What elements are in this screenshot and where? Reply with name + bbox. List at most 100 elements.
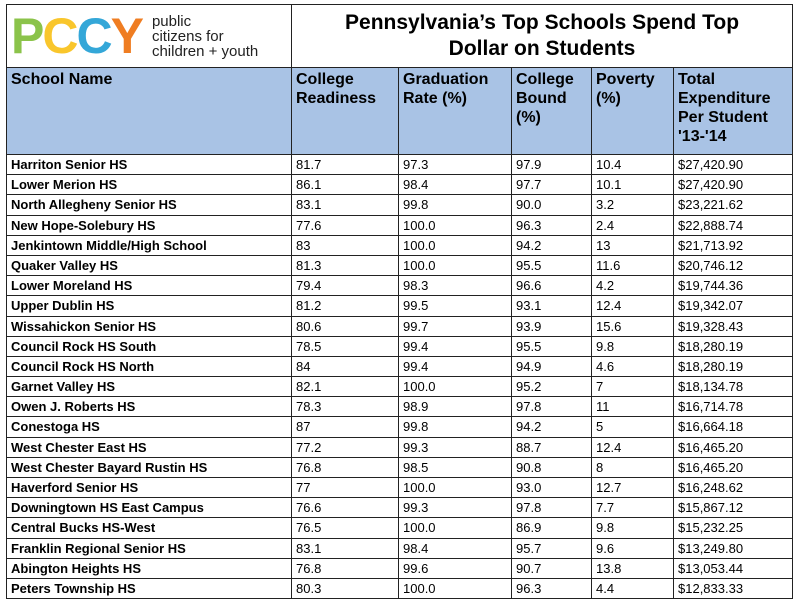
- cell-college-readiness: 78.3: [291, 396, 399, 418]
- cell-graduation-rate: 99.7: [398, 315, 512, 337]
- cell-graduation-rate: 100.0: [398, 234, 512, 256]
- cell-graduation-rate: 99.8: [398, 416, 512, 438]
- cell-total-expenditure: $15,232.25: [672, 517, 794, 539]
- cell-total-expenditure: $12,833.33: [672, 577, 794, 600]
- cell-total-expenditure: $15,867.12: [672, 497, 794, 519]
- table-row: West Chester East HS 77.2 99.3 88.7 12.4 $16,…: [6, 436, 794, 458]
- cell-college-readiness: 81.2: [291, 295, 399, 317]
- table-row: Haverford Senior HS 77 100.0 93.0 12.7 $16,24…: [6, 476, 794, 499]
- cell-poverty: 4.6: [591, 355, 674, 378]
- table-row: Quaker Valley HS 81.3 100.0 95.5 11.6 $20,746…: [6, 254, 794, 277]
- cell-college-bound: 97.7: [511, 174, 592, 196]
- cell-graduation-rate: 99.6: [398, 557, 512, 579]
- table-row: Central Bucks HS-West 76.5 100.0 86.9 9.8 $15…: [6, 517, 794, 539]
- cell-college-readiness: 84: [291, 355, 399, 378]
- header-total-expenditure: Total Expenditure Per Student '13-'14: [672, 67, 794, 155]
- cell-poverty: 10.4: [591, 153, 674, 176]
- cell-college-readiness: 80.6: [291, 315, 399, 337]
- cell-school-name: New Hope-Solebury HS: [6, 214, 292, 236]
- cell-total-expenditure: $20,746.12: [672, 254, 794, 277]
- cell-school-name: Lower Moreland HS: [6, 275, 292, 297]
- cell-total-expenditure: $13,053.44: [672, 557, 794, 579]
- logo-letter: C: [42, 8, 78, 64]
- cell-college-bound: 90.8: [511, 456, 592, 479]
- cell-total-expenditure: $18,280.19: [672, 355, 794, 378]
- cell-school-name: North Allegheny Senior HS: [6, 194, 292, 216]
- table-row: Lower Moreland HS 79.4 98.3 96.6 4.2 $19,744.…: [6, 275, 794, 297]
- cell-graduation-rate: 98.9: [398, 396, 512, 418]
- cell-poverty: 11: [591, 396, 674, 418]
- cell-poverty: 13.8: [591, 557, 674, 579]
- cell-poverty: 3.2: [591, 194, 674, 216]
- cell-college-readiness: 82.1: [291, 376, 399, 398]
- cell-poverty: 11.6: [591, 254, 674, 277]
- cell-college-bound: 96.6: [511, 275, 592, 297]
- cell-total-expenditure: $22,888.74: [672, 214, 794, 236]
- cell-college-bound: 95.5: [511, 335, 592, 357]
- cell-school-name: West Chester Bayard Rustin HS: [6, 456, 292, 479]
- table-row: Peters Township HS 80.3 100.0 96.3 4.4 $12,83…: [6, 577, 794, 600]
- cell-poverty: 8: [591, 456, 674, 479]
- logo-letter: P: [11, 8, 44, 64]
- cell-school-name: Quaker Valley HS: [6, 254, 292, 277]
- cell-graduation-rate: 99.4: [398, 355, 512, 378]
- title-line-2: Dollar on Students: [448, 37, 636, 60]
- cell-poverty: 13: [591, 234, 674, 256]
- cell-college-bound: 97.9: [511, 153, 592, 176]
- table-row: Lower Merion HS 86.1 98.4 97.7 10.1 $27,420.9…: [6, 174, 794, 196]
- cell-graduation-rate: 100.0: [398, 254, 512, 277]
- cell-total-expenditure: $16,248.62: [672, 476, 794, 499]
- cell-poverty: 5: [591, 416, 674, 438]
- logo-line-3: children + youth: [151, 42, 259, 60]
- cell-total-expenditure: $16,714.78: [672, 396, 794, 418]
- cell-college-bound: 90.0: [511, 194, 592, 216]
- cell-college-bound: 96.3: [511, 577, 592, 600]
- logo-letter: C: [76, 8, 112, 64]
- cell-college-bound: 86.9: [511, 517, 592, 539]
- cell-college-readiness: 77.2: [291, 436, 399, 458]
- cell-school-name: Franklin Regional Senior HS: [6, 537, 292, 559]
- cell-school-name: Peters Township HS: [6, 577, 292, 600]
- cell-college-bound: 96.3: [511, 214, 592, 236]
- cell-school-name: Owen J. Roberts HS: [6, 396, 292, 418]
- cell-college-readiness: 81.3: [291, 254, 399, 277]
- cell-poverty: 9.8: [591, 517, 674, 539]
- logo-text: public citizens for children + youth: [152, 14, 258, 59]
- table-row: Council Rock HS North 84 99.4 94.9 4.6 $18,28…: [6, 355, 794, 378]
- cell-college-readiness: 80.3: [291, 577, 399, 600]
- cell-school-name: Lower Merion HS: [6, 174, 292, 196]
- cell-college-readiness: 77.6: [291, 214, 399, 236]
- cell-school-name: Central Bucks HS-West: [6, 517, 292, 539]
- table-row: Harriton Senior HS 81.7 97.3 97.9 10.4 $27,42…: [6, 153, 794, 176]
- cell-school-name: West Chester East HS: [6, 436, 292, 458]
- cell-graduation-rate: 100.0: [398, 214, 512, 236]
- header-college-readiness: College Readiness: [291, 67, 399, 155]
- column-header-row: School Name College Readiness Graduation…: [6, 67, 794, 155]
- cell-school-name: Garnet Valley HS: [6, 376, 292, 398]
- cell-poverty: 9.8: [591, 335, 674, 357]
- header-college-bound: College Bound (%): [511, 67, 592, 155]
- cell-poverty: 9.6: [591, 537, 674, 559]
- cell-college-readiness: 76.5: [291, 517, 399, 539]
- cell-graduation-rate: 97.3: [398, 153, 512, 176]
- cell-college-bound: 94.9: [511, 355, 592, 378]
- cell-poverty: 12.4: [591, 436, 674, 458]
- cell-graduation-rate: 99.8: [398, 194, 512, 216]
- cell-total-expenditure: $23,221.62: [672, 194, 794, 216]
- cell-college-bound: 95.5: [511, 254, 592, 277]
- table-row: Garnet Valley HS 82.1 100.0 95.2 7 $18,134.78: [6, 376, 794, 398]
- cell-poverty: 10.1: [591, 174, 674, 196]
- cell-college-bound: 94.2: [511, 234, 592, 256]
- cell-college-readiness: 76.8: [291, 456, 399, 479]
- cell-graduation-rate: 100.0: [398, 376, 512, 398]
- cell-college-bound: 97.8: [511, 497, 592, 519]
- table-row: Owen J. Roberts HS 78.3 98.9 97.8 11 $16,714.…: [6, 396, 794, 418]
- table-row: Jenkintown Middle/High School 83 100.0 94.2…: [6, 234, 794, 256]
- header-graduation-rate: Graduation Rate (%): [398, 67, 512, 155]
- cell-school-name: Haverford Senior HS: [6, 476, 292, 499]
- cell-college-readiness: 76.8: [291, 557, 399, 579]
- cell-poverty: 4.2: [591, 275, 674, 297]
